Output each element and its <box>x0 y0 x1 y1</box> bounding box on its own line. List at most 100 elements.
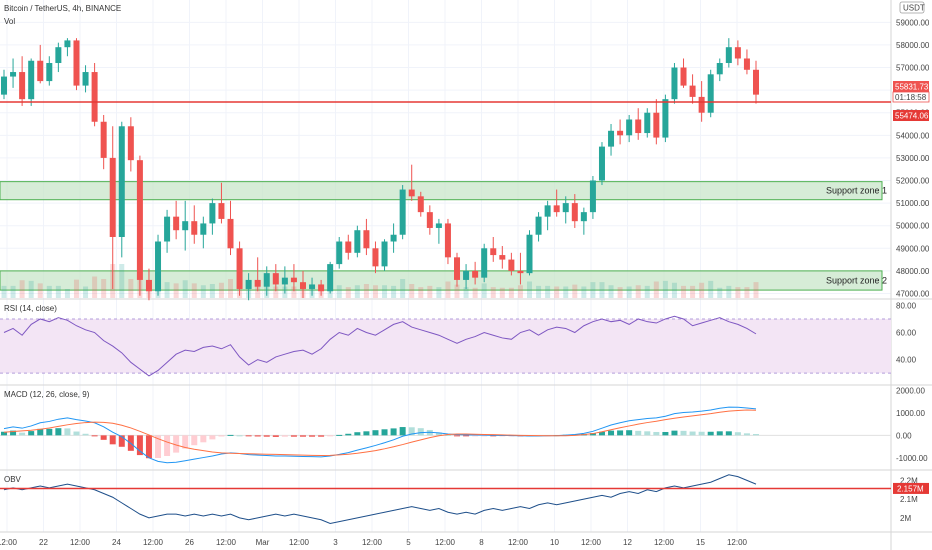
candle-body <box>671 67 678 100</box>
volume-bar <box>164 282 170 298</box>
volume-bar <box>690 285 696 298</box>
candle-body <box>1 76 7 95</box>
macd-histogram-bar <box>617 430 624 436</box>
macd-histogram-bar <box>336 434 343 436</box>
macd-title[interactable]: MACD (12, 26, close, 9) <box>4 390 90 399</box>
volume-bar <box>64 289 70 298</box>
volume-bar <box>536 285 542 298</box>
volume-bar <box>209 284 215 298</box>
price-tick-label: 57000.00 <box>896 64 930 73</box>
volume-bar <box>481 283 487 298</box>
volume-bar <box>363 284 369 298</box>
time-tick-label: 12:00 <box>289 538 310 547</box>
volume-bar <box>354 285 360 298</box>
macd-histogram-bar <box>608 430 615 436</box>
last-price-text: 55831.73 <box>895 83 929 92</box>
volume-bar <box>255 284 261 298</box>
price-tick-label: 51000.00 <box>896 199 930 208</box>
rsi-axis[interactable]: 80.00 60.00 40.00 <box>896 301 917 364</box>
obv-axis[interactable]: 2.2M 2.1M 2M <box>900 476 918 523</box>
macd-histogram-bar <box>725 431 732 436</box>
volume-bar <box>400 279 406 298</box>
time-tick-label: 12:00 <box>216 538 237 547</box>
macd-histogram-bar <box>309 435 316 437</box>
candle-body <box>725 47 732 64</box>
support-zone-1[interactable] <box>0 181 883 201</box>
macd-tick-label: 1000.00 <box>896 409 925 418</box>
candle-body <box>689 85 696 97</box>
volume-bar <box>191 283 197 298</box>
volume-bar <box>436 287 442 298</box>
countdown-flag <box>892 91 930 103</box>
support-zone-2-label: Support zone 2 <box>826 275 887 285</box>
candle-body <box>553 205 560 213</box>
macd-tick-label: 2000.00 <box>896 386 925 395</box>
currency-badge[interactable] <box>899 1 925 14</box>
candle-body <box>345 241 352 253</box>
candle-body <box>155 241 162 292</box>
macd-histogram-bar <box>626 430 633 436</box>
candle-body <box>399 189 406 235</box>
candle-body <box>472 270 479 278</box>
volume-bar <box>19 280 25 298</box>
candle-body <box>734 47 741 59</box>
volume-bar <box>617 287 623 298</box>
rsi-tick-label: 80.00 <box>896 301 917 310</box>
macd-histogram-bar <box>263 435 270 437</box>
volume-bar <box>1 285 7 298</box>
macd-tick-label: -1000.00 <box>896 454 928 463</box>
rsi-band <box>0 318 891 374</box>
price-tick-label: 50000.00 <box>896 222 930 231</box>
macd-histogram-bar <box>109 435 116 445</box>
volume-bar <box>463 287 469 298</box>
obv-tick-label: 2M <box>900 514 911 523</box>
time-tick-label: 26 <box>185 538 194 547</box>
volume-bar <box>92 276 98 298</box>
volume-title[interactable]: Vol <box>4 17 15 26</box>
volume-bar <box>671 282 677 298</box>
support-zones[interactable] <box>0 181 883 291</box>
volume-bar <box>10 285 16 298</box>
macd-histogram-bar <box>435 432 442 436</box>
volume-bar <box>572 284 578 298</box>
macd-histogram-bar <box>399 427 406 436</box>
obv-title[interactable]: OBV <box>4 475 22 484</box>
time-tick-label: 8 <box>479 538 484 547</box>
macd-histogram-bar <box>299 435 306 437</box>
volume-bar <box>635 285 641 298</box>
macd-histogram-bar <box>707 431 714 436</box>
volume-bar <box>653 281 659 298</box>
time-tick-label: 12:00 <box>435 538 456 547</box>
rsi-title[interactable]: RSI (14, close) <box>4 304 57 313</box>
macd-line <box>3 406 757 464</box>
macd-histogram-bar <box>363 431 370 436</box>
candle-body <box>55 47 62 64</box>
volume-bar <box>101 279 107 298</box>
volume-bar <box>599 282 605 298</box>
obv-flag <box>893 482 929 494</box>
macd-histogram-bar <box>245 435 252 437</box>
level-price-text: 55474.06 <box>895 112 929 121</box>
macd-histogram-bar <box>318 435 325 437</box>
candle-body <box>10 72 17 77</box>
volume-bar <box>717 287 723 298</box>
macd-histogram-bar <box>173 435 180 453</box>
volume-bar <box>708 280 714 298</box>
macd-histogram-bar <box>91 435 98 437</box>
candle-body <box>743 58 750 70</box>
candlesticks <box>1 38 759 301</box>
candle-body <box>753 69 759 95</box>
volume-bar <box>372 285 378 298</box>
volume-bar <box>581 286 587 298</box>
volume-bar <box>37 283 43 298</box>
time-tick-label: 12:00 <box>581 538 602 547</box>
macd-axis[interactable]: 2000.00 1000.00 0.00 -1000.00 <box>896 386 928 462</box>
price-tick-label: 48000.00 <box>896 267 930 276</box>
macd-histogram-bar <box>644 431 651 436</box>
support-zone-2[interactable] <box>0 270 883 291</box>
time-axis[interactable]: 12:00 22 12:00 24 12:00 26 12:00 Mar 12:00 3 12:00… <box>0 538 748 547</box>
symbol-title[interactable]: Bitcoin / TetherUS, 4h, BINANCE <box>4 4 121 13</box>
macd-histogram-bar <box>37 428 44 436</box>
candle-body <box>481 248 488 278</box>
